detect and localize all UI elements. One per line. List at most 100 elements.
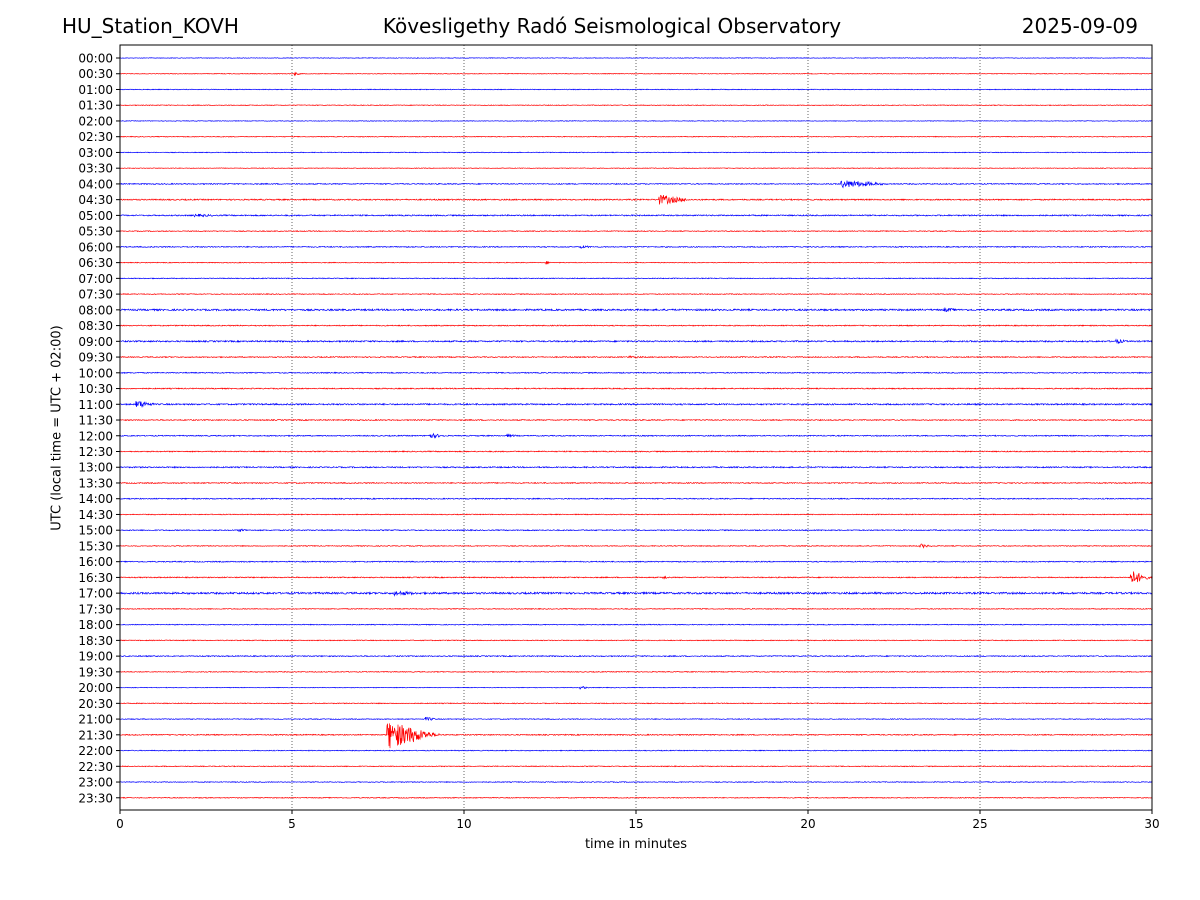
trace-0430 — [119, 195, 1153, 205]
trace-1200 — [119, 432, 1153, 439]
trace-2300 — [119, 781, 1153, 784]
station-name: HU_Station_KOVH — [62, 14, 239, 38]
y-tick-label: 15:00 — [78, 524, 113, 538]
y-tick-label: 23:30 — [78, 791, 113, 805]
trace-0130 — [119, 104, 1153, 107]
x-axis-ticks: 0 5 10 15 20 25 30 — [116, 810, 1160, 831]
y-tick-label: 14:30 — [78, 508, 113, 522]
trace-1330 — [119, 481, 1153, 485]
y-tick-label: 00:30 — [78, 67, 113, 81]
trace-1030 — [119, 387, 1153, 390]
trace-0930 — [119, 355, 1153, 359]
trace-1900 — [119, 654, 1153, 658]
trace-0830 — [119, 324, 1153, 327]
y-tick-label: 04:30 — [78, 193, 113, 207]
y-tick-label: 14:00 — [78, 492, 113, 506]
y-tick-label: 08:30 — [78, 319, 113, 333]
y-tick-label: 22:00 — [78, 744, 113, 758]
trace-0600 — [119, 245, 1153, 249]
y-tick-label: 01:00 — [78, 83, 113, 97]
trace-1130 — [119, 418, 1153, 422]
trace-1930 — [119, 670, 1153, 673]
trace-0100 — [119, 88, 1153, 91]
y-tick-label: 21:30 — [78, 728, 113, 742]
trace-0230 — [119, 135, 1153, 138]
y-tick-label: 19:00 — [78, 650, 113, 664]
y-tick-label: 15:30 — [78, 539, 113, 553]
y-tick-label: 03:30 — [78, 162, 113, 176]
y-tick-label: 11:00 — [78, 398, 113, 412]
y-tick-label: 06:30 — [78, 256, 113, 270]
trace-1700 — [119, 590, 1153, 597]
trace-0300 — [119, 151, 1153, 154]
y-tick-label: 16:00 — [78, 555, 113, 569]
grid-lines — [291, 45, 981, 810]
trace-0630 — [119, 260, 1153, 266]
y-tick-label: 22:30 — [78, 760, 113, 774]
trace-2000 — [119, 686, 1153, 690]
y-tick-label: 04:00 — [78, 177, 113, 191]
y-tick-label: 09:30 — [78, 351, 113, 365]
x-axis-title: time in minutes — [584, 837, 688, 852]
trace-1430 — [119, 513, 1153, 516]
trace-1000 — [119, 371, 1153, 375]
trace-1800 — [119, 623, 1153, 626]
trace-0900 — [119, 338, 1153, 345]
trace-1730 — [119, 607, 1153, 610]
y-tick-label: 13:00 — [78, 461, 113, 475]
trace-0800 — [119, 306, 1153, 313]
y-tick-label: 18:30 — [78, 634, 113, 648]
y-tick-label: 19:30 — [78, 665, 113, 679]
trace-1100 — [119, 401, 1153, 408]
y-tick-label: 20:30 — [78, 697, 113, 711]
trace-1630 — [119, 571, 1153, 583]
x-tick-label: 15 — [628, 817, 643, 831]
trace-0400 — [119, 180, 1153, 189]
y-tick-label: 02:00 — [78, 114, 113, 128]
trace-2100 — [119, 716, 1153, 721]
y-tick-label: 07:00 — [78, 272, 113, 286]
x-tick-label: 20 — [800, 817, 815, 831]
trace-1830 — [119, 639, 1153, 642]
trace-1500 — [119, 528, 1153, 533]
y-tick-label: 01:30 — [78, 99, 113, 113]
y-axis-title: UTC (local time = UTC + 02:00) — [49, 325, 65, 531]
y-tick-label: 10:30 — [78, 382, 113, 396]
y-tick-label: 17:30 — [78, 602, 113, 616]
y-tick-label: 12:30 — [78, 445, 113, 459]
x-tick-label: 0 — [116, 817, 124, 831]
y-tick-label: 12:00 — [78, 429, 113, 443]
trace-1530 — [119, 543, 1153, 549]
y-tick-label: 16:30 — [78, 571, 113, 585]
x-tick-label: 25 — [972, 817, 987, 831]
observatory-title: Kövesligethy Radó Seismological Observat… — [382, 14, 842, 38]
trace-0200 — [119, 120, 1153, 122]
y-tick-label: 02:30 — [78, 130, 113, 144]
x-tick-label: 30 — [1144, 817, 1159, 831]
seismogram-traces — [119, 57, 1153, 799]
trace-0030 — [119, 71, 1153, 77]
y-tick-label: 18:00 — [78, 618, 113, 632]
y-tick-label: 00:00 — [78, 52, 113, 66]
x-tick-label: 10 — [456, 817, 471, 831]
trace-1230 — [119, 450, 1153, 453]
trace-0700 — [119, 277, 1153, 280]
trace-2230 — [119, 765, 1153, 768]
trace-1600 — [119, 560, 1153, 563]
y-tick-label: 23:00 — [78, 776, 113, 790]
y-tick-label: 05:00 — [78, 209, 113, 223]
trace-1300 — [119, 465, 1153, 469]
y-tick-label: 07:30 — [78, 288, 113, 302]
trace-0000 — [119, 57, 1153, 59]
trace-2200 — [119, 749, 1153, 752]
trace-0730 — [119, 293, 1153, 296]
date-label: 2025-09-09 — [1021, 14, 1138, 38]
y-tick-label: 20:00 — [78, 681, 113, 695]
y-tick-label: 06:00 — [78, 240, 113, 254]
y-tick-label: 21:00 — [78, 713, 113, 727]
y-tick-label: 09:00 — [78, 335, 113, 349]
trace-2130 — [119, 723, 1153, 749]
trace-0500 — [119, 213, 1153, 218]
